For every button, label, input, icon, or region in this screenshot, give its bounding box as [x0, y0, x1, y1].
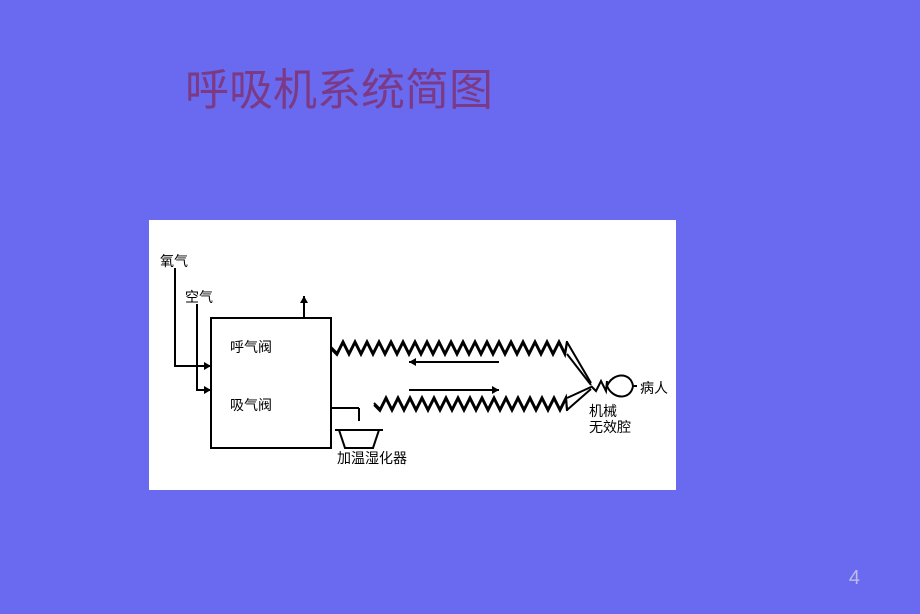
svg-text:呼气阀: 呼气阀 [230, 340, 272, 356]
svg-text:病人: 病人 [640, 381, 668, 397]
svg-text:吸气阀: 吸气阀 [230, 398, 272, 414]
svg-text:无效腔: 无效腔 [589, 420, 631, 436]
slide: 呼吸机系统简图 氧气空气呼气阀吸气阀加温湿化器 机械无效腔 病人 4 [0, 0, 920, 614]
slide-title: 呼吸机系统简图 [185, 54, 493, 118]
ventilator-diagram: 氧气空气呼气阀吸气阀加温湿化器 机械无效腔 病人 [149, 220, 676, 490]
svg-text:加温湿化器: 加温湿化器 [337, 451, 407, 467]
svg-text:空气: 空气 [185, 290, 213, 306]
svg-text:机械: 机械 [589, 404, 617, 420]
diagram-area: 氧气空气呼气阀吸气阀加温湿化器 机械无效腔 病人 [149, 220, 676, 490]
svg-text:氧气: 氧气 [160, 254, 188, 270]
page-number: 4 [849, 567, 860, 590]
